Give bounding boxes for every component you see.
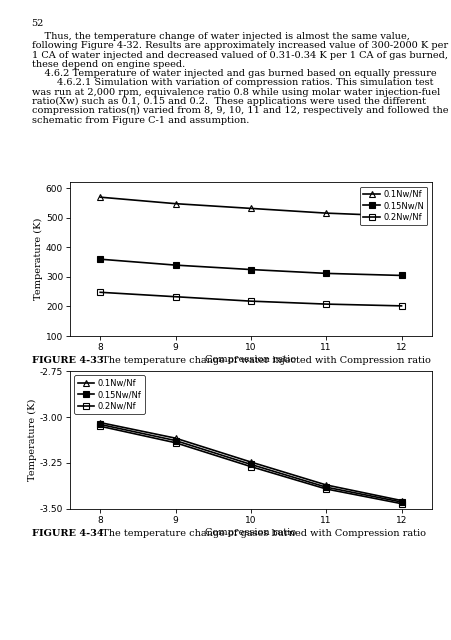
0.2Nw/Nf (398, 302, 403, 310)
Text: FIGURE 4-34: FIGURE 4-34 (32, 529, 103, 538)
0.2Nw/Nf (172, 439, 178, 447)
Line: 0.2Nw/Nf: 0.2Nw/Nf (97, 289, 404, 309)
Text: The temperature change of gases burned with Compression ratio: The temperature change of gases burned w… (98, 529, 424, 538)
0.1Nw/Nf (398, 497, 403, 504)
Text: 4.6.2 Temperature of water injected and gas burned based on equally pressure: 4.6.2 Temperature of water injected and … (32, 69, 435, 78)
Text: 4.6.2.1 Simulation with variation of compression ratios. This simulation test: 4.6.2.1 Simulation with variation of com… (32, 79, 432, 88)
0.1Nw/Nf (323, 209, 328, 217)
0.1Nw/Nf (97, 419, 103, 426)
Text: was run at 2,000 rpm, equivalence ratio 0.8 while using molar water injection-fu: was run at 2,000 rpm, equivalence ratio … (32, 88, 439, 97)
0.1Nw/Nf (248, 458, 253, 466)
0.15Nw/N (323, 269, 328, 277)
Text: The temperature change of water injected with Compression ratio: The temperature change of water injected… (98, 356, 429, 365)
Line: 0.1Nw/Nf: 0.1Nw/Nf (97, 419, 404, 504)
0.15Nw/Nf (323, 483, 328, 491)
Text: schematic from Figure C-1 and assumption.: schematic from Figure C-1 and assumption… (32, 116, 249, 125)
Text: compression ratios(η) varied from 8, 9, 10, 11 and 12, respectively and followed: compression ratios(η) varied from 8, 9, … (32, 106, 447, 115)
0.2Nw/Nf (323, 300, 328, 308)
0.15Nw/Nf (97, 420, 103, 428)
0.2Nw/Nf (97, 289, 103, 296)
0.2Nw/Nf (97, 422, 103, 430)
Line: 0.1Nw/Nf: 0.1Nw/Nf (97, 194, 404, 220)
0.2Nw/Nf (248, 463, 253, 470)
0.15Nw/N (248, 266, 253, 273)
Y-axis label: Temperature (K): Temperature (K) (28, 399, 37, 481)
Text: ratio(Χᴡ) such as 0.1, 0.15 and 0.2.  These applications were used the different: ratio(Χᴡ) such as 0.1, 0.15 and 0.2. The… (32, 97, 425, 106)
Line: 0.2Nw/Nf: 0.2Nw/Nf (97, 423, 404, 507)
0.2Nw/Nf (398, 500, 403, 508)
Legend: 0.1Nw/Nf, 0.15Nw/N, 0.2Nw/Nf: 0.1Nw/Nf, 0.15Nw/N, 0.2Nw/Nf (359, 187, 427, 225)
0.15Nw/N (398, 271, 403, 279)
0.15Nw/Nf (172, 436, 178, 444)
Text: following Figure 4-32. Results are approximately increased value of 300-2000 K p: following Figure 4-32. Results are appro… (32, 41, 447, 51)
X-axis label: Compression ratio: Compression ratio (205, 527, 296, 536)
Text: FIGURE 4-33: FIGURE 4-33 (32, 356, 103, 365)
0.1Nw/Nf (398, 212, 403, 220)
0.1Nw/Nf (97, 193, 103, 201)
X-axis label: Compression ratio: Compression ratio (205, 355, 296, 364)
0.2Nw/Nf (248, 298, 253, 305)
0.15Nw/Nf (398, 498, 403, 506)
Legend: 0.1Nw/Nf, 0.15Nw/Nf, 0.2Nw/Nf: 0.1Nw/Nf, 0.15Nw/Nf, 0.2Nw/Nf (74, 376, 144, 414)
Y-axis label: Temperature (K): Temperature (K) (34, 218, 43, 300)
Text: 52: 52 (32, 19, 44, 28)
0.2Nw/Nf (172, 293, 178, 301)
0.15Nw/N (97, 255, 103, 263)
Text: Thus, the temperature change of water injected is almost the same value,: Thus, the temperature change of water in… (32, 32, 409, 41)
Line: 0.15Nw/Nf: 0.15Nw/Nf (97, 421, 404, 506)
0.15Nw/Nf (248, 461, 253, 468)
0.1Nw/Nf (172, 435, 178, 442)
0.1Nw/Nf (323, 481, 328, 489)
Text: these depend on engine speed.: these depend on engine speed. (32, 60, 184, 69)
0.1Nw/Nf (172, 200, 178, 207)
Line: 0.15Nw/N: 0.15Nw/N (97, 256, 404, 279)
0.2Nw/Nf (323, 485, 328, 493)
0.15Nw/N (172, 261, 178, 269)
Text: 1 CA of water injected and decreased valued of 0.31-0.34 K per 1 CA of gas burne: 1 CA of water injected and decreased val… (32, 51, 446, 60)
0.1Nw/Nf (248, 205, 253, 212)
